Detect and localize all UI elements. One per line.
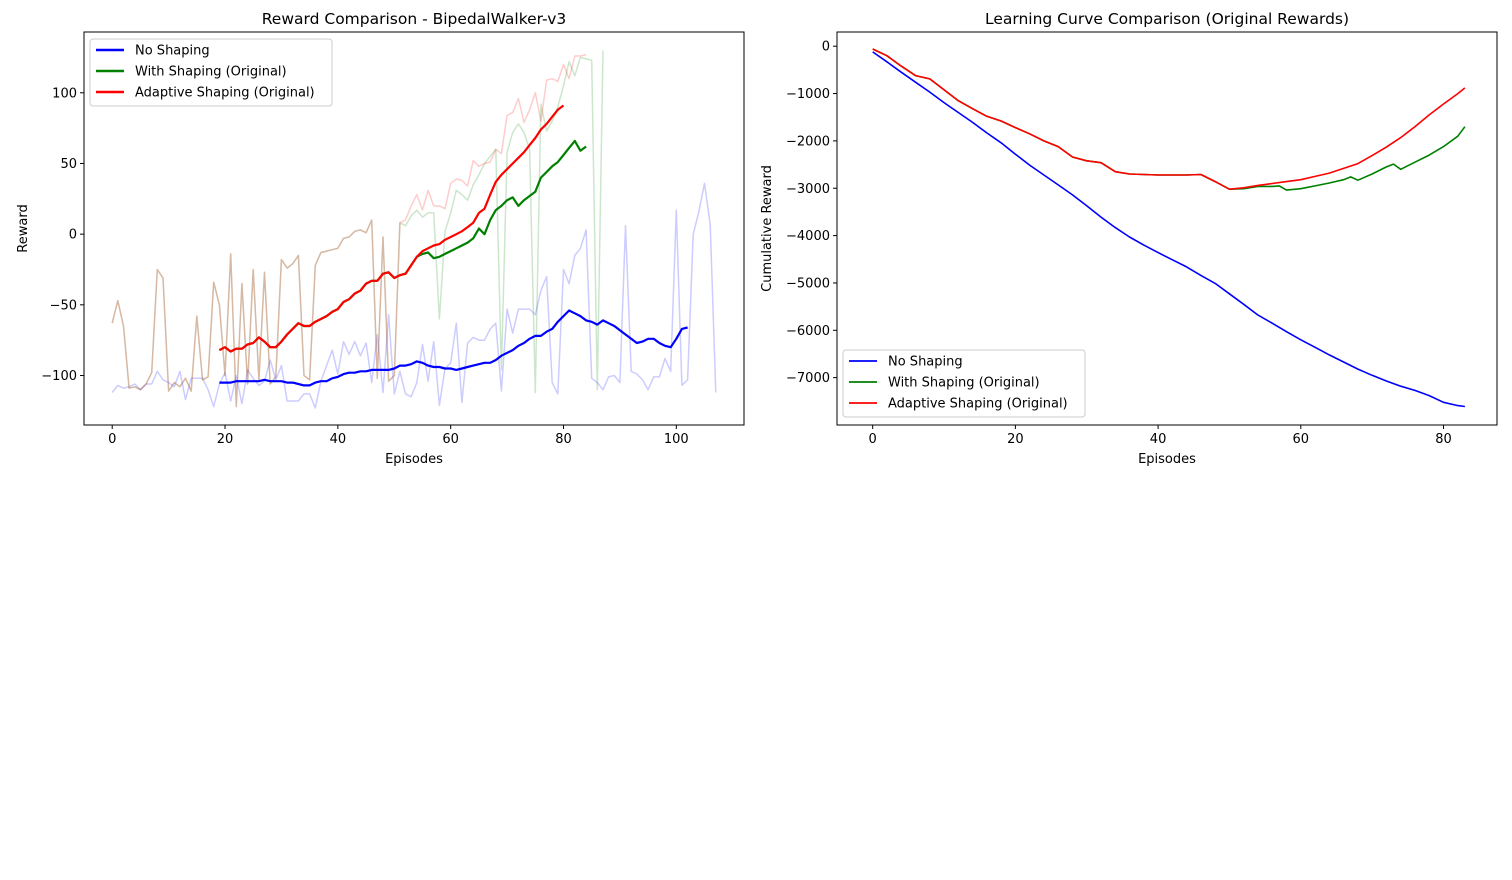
learning-curve-chart: Learning Curve Comparison (Original Rewa…	[760, 10, 1498, 467]
x-tick-label: 80	[555, 432, 572, 447]
x-tick-label: 20	[1007, 432, 1024, 447]
y-tick-label: −1000	[786, 87, 830, 102]
x-tick-label: 40	[330, 432, 347, 447]
legend-label: No Shaping	[888, 355, 963, 370]
series-layer	[111, 50, 717, 409]
y-tick-label: −4000	[786, 229, 830, 244]
series-avg-line-0	[219, 309, 688, 387]
series-raw-line-2	[111, 53, 587, 408]
series-raw-line-0	[111, 182, 717, 409]
y-axis-label: Reward	[16, 204, 31, 252]
y-tick-label: 0	[69, 228, 77, 243]
series-layer	[872, 48, 1466, 408]
chart-title: Learning Curve Comparison (Original Rewa…	[985, 10, 1349, 28]
x-axis-label: Episodes	[385, 452, 443, 467]
legend-label: Adaptive Shaping (Original)	[135, 86, 315, 101]
x-tick-label: 60	[1293, 432, 1310, 447]
y-tick-label: 100	[52, 86, 77, 101]
reward-comparison-chart: Reward Comparison - BipedalWalker-v3 0 20 4…	[16, 10, 745, 467]
y-tick-label: −50	[50, 298, 77, 313]
x-tick-label: 80	[1435, 432, 1452, 447]
series-avg-line-2	[218, 104, 565, 353]
legend: No Shaping With Shaping (Original) Adaptiv…	[842, 349, 1086, 418]
legend-box	[89, 38, 333, 107]
legend-box	[842, 349, 1086, 418]
y-tick-label: −100	[41, 369, 77, 384]
y-axis-label: Cumulative Reward	[760, 165, 775, 292]
legend-label: With Shaping (Original)	[888, 376, 1040, 391]
chart-title: Reward Comparison - BipedalWalker-v3	[262, 10, 567, 28]
x-tick-label: 20	[217, 432, 234, 447]
plot-frame	[836, 31, 1498, 426]
x-tick-label: 0	[108, 432, 116, 447]
legend-label: Adaptive Shaping (Original)	[888, 397, 1068, 412]
legend-label: With Shaping (Original)	[135, 65, 287, 80]
series-line-0	[872, 51, 1466, 408]
x-tick-label: 0	[869, 432, 877, 447]
x-tick-label: 60	[442, 432, 459, 447]
legend: No Shaping With Shaping (Original) Adaptiv…	[89, 38, 333, 107]
y-tick-label: −2000	[786, 134, 830, 149]
y-tick-label: 50	[60, 157, 77, 172]
y-tick-label: 0	[822, 40, 830, 55]
legend-label: No Shaping	[135, 44, 210, 59]
series-line-2	[872, 48, 1466, 190]
x-axis-label: Episodes	[1138, 452, 1196, 467]
x-tick-label: 100	[664, 432, 689, 447]
x-tick-label: 40	[1150, 432, 1167, 447]
y-tick-label: −3000	[786, 182, 830, 197]
series-raw-line-1	[111, 50, 604, 408]
plot-frame	[83, 31, 745, 426]
y-tick-label: −5000	[786, 276, 830, 291]
y-tick-label: −6000	[786, 324, 830, 339]
y-tick-label: −7000	[786, 371, 830, 386]
